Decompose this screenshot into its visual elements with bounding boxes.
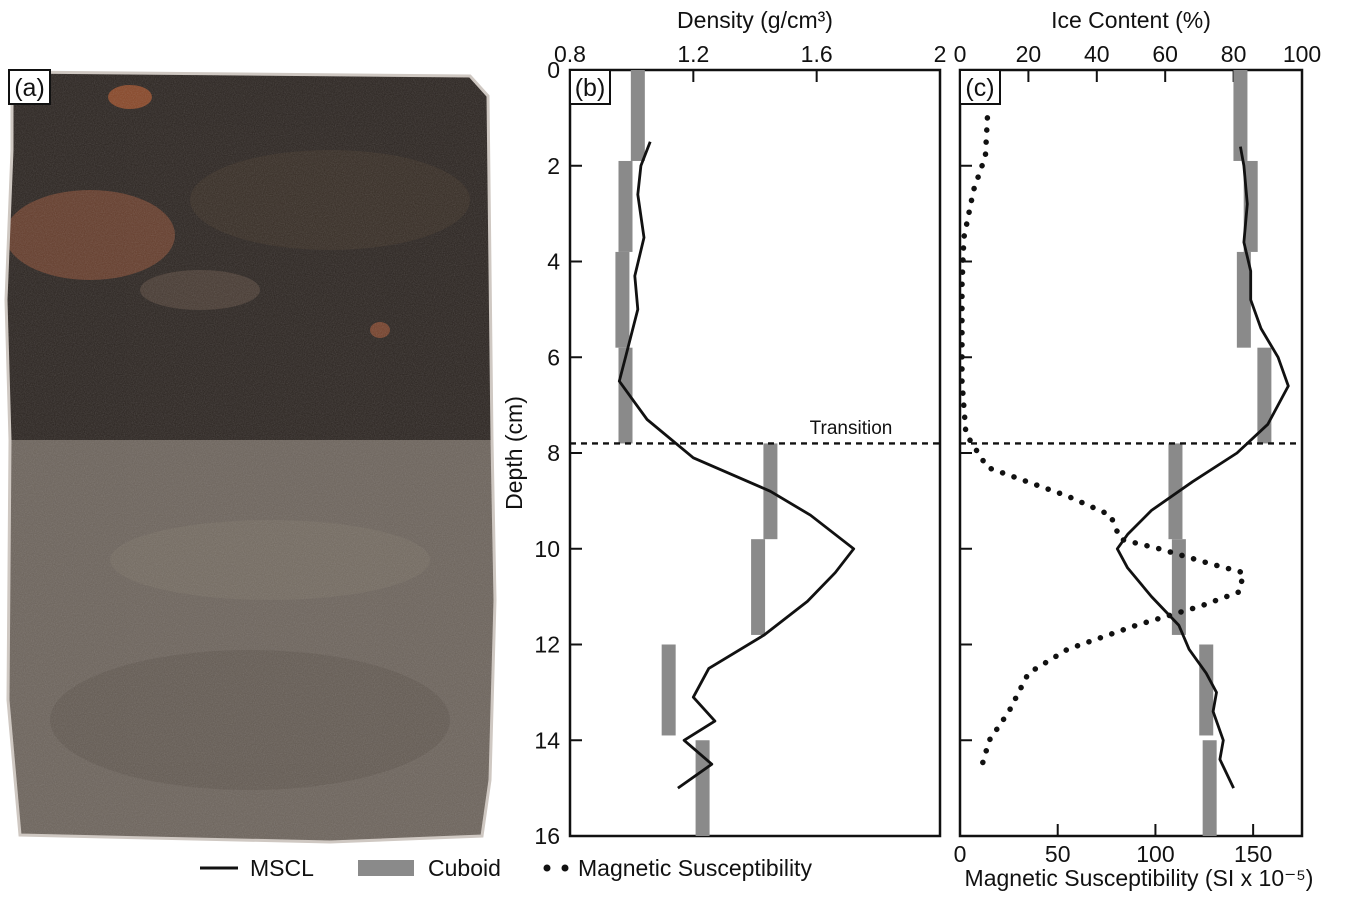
- cuboid-bar: [618, 160, 633, 252]
- depth-tick-label: 14: [534, 727, 560, 753]
- top-tick-label: 0.8: [554, 41, 586, 67]
- bottom-tick-label: 0: [954, 841, 967, 867]
- core-edge: [4, 70, 497, 844]
- depth-tick-label: 6: [547, 344, 560, 370]
- cuboid-bar: [751, 539, 766, 635]
- cuboid-bar: [1168, 443, 1183, 540]
- top-tick-label: 1.2: [677, 41, 709, 67]
- top-tick-label: 2: [934, 41, 947, 67]
- depth-tick-label: 0: [547, 57, 560, 83]
- cuboid-bar: [1243, 160, 1258, 252]
- legend-magsus-dot: [543, 864, 551, 872]
- top-tick-label: 100: [1283, 41, 1321, 67]
- cuboid-bar: [1257, 347, 1272, 444]
- depth-tick-label: 12: [534, 632, 560, 658]
- bottom-tick-label: 150: [1234, 841, 1272, 867]
- grain-texture: [6, 72, 495, 842]
- panel-label: (b): [575, 74, 606, 102]
- legend-magsus-label: Magnetic Susceptibility: [578, 855, 812, 881]
- cuboid-bar: [1202, 740, 1217, 836]
- depth-tick-label: 2: [547, 153, 560, 179]
- panel-label: (c): [965, 74, 994, 102]
- bottom-tick-label: 50: [1045, 841, 1071, 867]
- cuboid-bar: [661, 644, 676, 736]
- panel-a-label: (a): [14, 74, 45, 102]
- top-tick-label: 0: [954, 41, 967, 67]
- cuboid-bar: [1236, 251, 1251, 348]
- cuboid-bar: [695, 740, 710, 836]
- mscl-line: [1115, 146, 1290, 789]
- legend-cuboid-label: Cuboid: [428, 855, 501, 881]
- core-image: [6, 72, 495, 842]
- magsus-dotted-line: [959, 115, 1247, 777]
- bottom-axis-title: Magnetic Susceptibility (SI x 10⁻⁵): [965, 865, 1314, 891]
- cuboid-bar: [1233, 70, 1248, 161]
- legend-mscl-label: MSCL: [250, 855, 314, 881]
- cuboid-bar: [630, 70, 645, 161]
- panel-label-box: [959, 69, 1001, 105]
- mscl-line: [617, 141, 856, 790]
- top-tick-label: 1.6: [801, 41, 833, 67]
- top-tick-label: 60: [1152, 41, 1178, 67]
- depth-tick-label: 8: [547, 440, 560, 466]
- cuboid-bar: [615, 251, 630, 348]
- depth-tick-label: 4: [547, 249, 560, 275]
- bottom-tick-label: 100: [1136, 841, 1174, 867]
- density-panel: 0.8 1.2 1.6 2 Density (g/cm³) 0 2 4 6 8 10 12 14 16 De…: [501, 7, 946, 849]
- core-photo-panel: (a): [4, 69, 497, 844]
- top-tick-label: 40: [1084, 41, 1110, 67]
- legend: MSCL Cuboid Magnetic Susceptibility: [200, 855, 812, 881]
- top-axis-title: Density (g/cm³): [677, 7, 833, 33]
- panel-a-label-box: [8, 69, 51, 105]
- ice-content-panel: 0 20 40 60 80 100 Ice Content (%) (c) 0 50 100 150M…: [954, 7, 1322, 891]
- cuboid-bar: [1199, 644, 1214, 736]
- depth-tick-label: 16: [534, 823, 560, 849]
- depth-axis-title: Depth (cm): [501, 396, 527, 510]
- transition-label: Transition: [810, 418, 893, 439]
- legend-magsus-dot: [561, 864, 569, 872]
- legend-cuboid-swatch: [358, 860, 414, 876]
- panel-label-box: [569, 69, 611, 105]
- top-tick-label: 20: [1016, 41, 1042, 67]
- top-axis-title: Ice Content (%): [1051, 7, 1211, 33]
- depth-tick-label: 10: [534, 536, 560, 562]
- top-tick-label: 80: [1221, 41, 1247, 67]
